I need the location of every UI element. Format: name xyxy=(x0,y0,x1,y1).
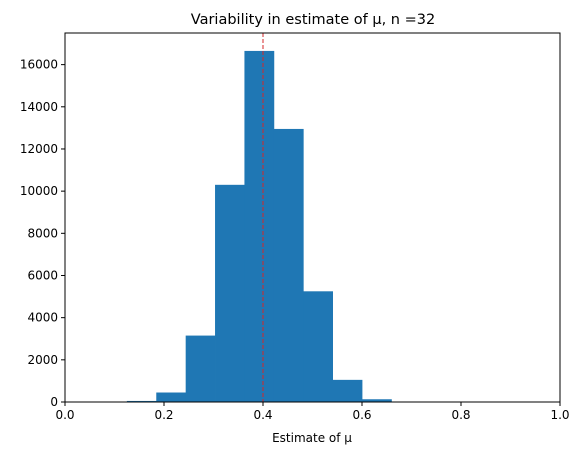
histogram-bar xyxy=(332,379,363,402)
histogram-bar xyxy=(126,400,157,402)
bars-group xyxy=(126,50,392,403)
histogram-bar xyxy=(215,184,245,402)
histogram-bar xyxy=(185,335,216,402)
y-tick-label: 8000 xyxy=(27,226,58,240)
histogram-bar xyxy=(244,50,275,403)
x-tick-label: 0.2 xyxy=(154,408,173,422)
x-axis-ticks: 0.0 0.2 0.4 0.6 0.8 1.0 xyxy=(55,402,570,422)
y-tick-label: 6000 xyxy=(27,268,58,282)
y-tick-label: 0 xyxy=(50,395,58,409)
y-axis-ticks: 0 2000 4000 6000 8000 10000 12000 14000 16000 xyxy=(20,58,65,409)
x-tick-label: 0.8 xyxy=(451,408,470,422)
x-axis-label: Estimate of μ xyxy=(272,431,352,445)
x-tick-label: 0.6 xyxy=(352,408,371,422)
chart-title: Variability in estimate of μ, n =32 xyxy=(191,12,435,28)
histogram-bar xyxy=(362,399,392,402)
y-tick-label: 14000 xyxy=(20,100,58,114)
y-tick-label: 2000 xyxy=(27,353,58,367)
y-tick-label: 10000 xyxy=(20,184,58,198)
histogram-bar xyxy=(273,128,304,402)
y-tick-label: 16000 xyxy=(20,58,58,72)
histogram-bar xyxy=(156,392,187,402)
plot-frame xyxy=(64,32,561,403)
x-tick-label: 0.0 xyxy=(55,408,74,422)
x-tick-label: 1.0 xyxy=(550,408,569,422)
y-tick-label: 12000 xyxy=(20,142,58,156)
histogram-bar xyxy=(303,291,333,402)
x-tick-label: 0.4 xyxy=(253,408,272,422)
y-tick-label: 4000 xyxy=(27,311,58,325)
